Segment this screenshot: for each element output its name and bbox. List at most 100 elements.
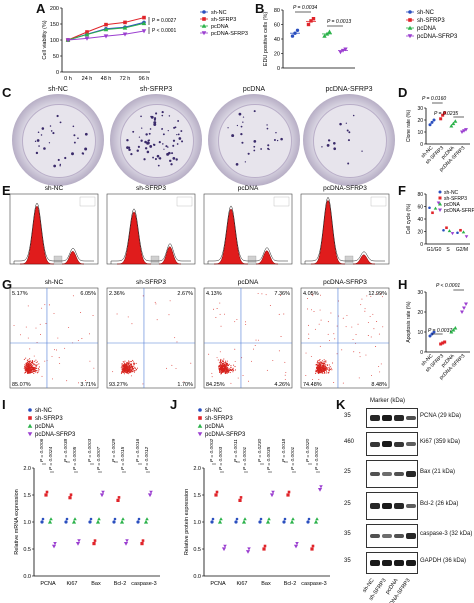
data-point bbox=[93, 539, 97, 542]
data-point bbox=[122, 25, 128, 30]
cell-dot bbox=[36, 364, 38, 366]
x-tick-label: PCNA bbox=[210, 581, 226, 587]
cell-dot bbox=[27, 367, 29, 370]
cell-dot bbox=[121, 369, 123, 371]
cell-dot bbox=[230, 382, 232, 384]
cell-dot bbox=[280, 295, 282, 296]
cell-dot bbox=[72, 295, 74, 297]
cell-dot bbox=[25, 357, 27, 359]
cell-dot bbox=[131, 367, 133, 369]
cell-dot bbox=[351, 326, 353, 328]
blot-band bbox=[394, 533, 404, 539]
legend-label: pcDNA-SFRP3 bbox=[417, 34, 458, 40]
data-point bbox=[319, 485, 323, 489]
g1-peak bbox=[19, 205, 55, 265]
cell-dot bbox=[124, 363, 126, 365]
cell-dot bbox=[222, 363, 224, 365]
cell-dot bbox=[122, 370, 124, 372]
cell-dot bbox=[341, 349, 343, 351]
cell-dot bbox=[382, 296, 384, 298]
cell-dot bbox=[323, 361, 325, 363]
cell-dot bbox=[29, 367, 31, 370]
blot-band bbox=[406, 533, 416, 539]
colony-dot bbox=[339, 122, 342, 126]
cell-dot bbox=[27, 305, 29, 307]
data-point bbox=[464, 235, 469, 239]
cell-dot bbox=[321, 363, 323, 365]
cell-dot bbox=[29, 360, 31, 362]
data-point bbox=[287, 490, 291, 494]
x-tick-label: Bcl-2 bbox=[284, 581, 297, 587]
y-axis-label: Cell cycle (%) bbox=[406, 203, 412, 234]
cell-dot bbox=[121, 366, 123, 368]
cell-dot bbox=[132, 369, 134, 371]
legend-marker bbox=[438, 190, 442, 194]
cell-dot bbox=[25, 367, 27, 369]
data-point bbox=[123, 542, 129, 546]
data-point bbox=[47, 519, 53, 524]
colony-dot bbox=[346, 129, 349, 132]
cell-dot bbox=[355, 334, 357, 336]
colony-dot bbox=[146, 141, 150, 145]
p-value: P = 0.0007 bbox=[96, 447, 102, 470]
blot-band bbox=[370, 503, 380, 509]
blot-band bbox=[370, 415, 380, 421]
data-point bbox=[259, 517, 263, 521]
data-point bbox=[258, 520, 262, 524]
cell-dot bbox=[359, 356, 361, 358]
cell-dot bbox=[316, 368, 318, 370]
cell-dot bbox=[325, 360, 327, 362]
cell-dot bbox=[124, 364, 126, 366]
data-point bbox=[432, 330, 436, 334]
cell-dot bbox=[28, 370, 30, 372]
cell-dot bbox=[126, 368, 128, 370]
cell-dot bbox=[253, 348, 254, 350]
cell-dot bbox=[328, 369, 330, 371]
colony-dot bbox=[144, 147, 148, 150]
colony-dot bbox=[52, 132, 55, 135]
cell-dot bbox=[126, 371, 128, 373]
quadrant-ul: 4.13% bbox=[206, 291, 222, 297]
y-tick-label: 0 bbox=[56, 70, 59, 76]
data-point bbox=[459, 228, 462, 232]
data-point bbox=[442, 228, 445, 232]
flow-frame bbox=[106, 287, 196, 389]
data-point bbox=[441, 113, 445, 117]
panel-label-f: F bbox=[398, 183, 406, 198]
cell-dot bbox=[30, 369, 32, 371]
colony-dot bbox=[171, 152, 174, 155]
g1-peak bbox=[310, 199, 346, 265]
colony-dot bbox=[128, 148, 131, 151]
colony-dot bbox=[162, 143, 164, 145]
dish-title-3: pcDNA bbox=[242, 86, 266, 93]
quadrant-ll: 93.27% bbox=[109, 382, 128, 388]
cell-dot bbox=[129, 363, 131, 365]
cell-dot bbox=[242, 375, 244, 376]
legend-marker bbox=[197, 423, 203, 428]
cell-dot bbox=[59, 363, 61, 365]
colony-dot bbox=[235, 163, 239, 166]
colony-dot bbox=[132, 130, 135, 133]
cell-dot bbox=[224, 371, 227, 373]
colony-dot bbox=[73, 141, 76, 144]
cell-dot bbox=[319, 345, 321, 347]
x-tick-label: caspase-3 bbox=[301, 581, 326, 587]
y-axis-label: Apoptosis rate (%) bbox=[406, 301, 412, 342]
cell-dot bbox=[223, 366, 226, 368]
cell-dot bbox=[223, 369, 225, 371]
data-point bbox=[428, 334, 432, 338]
cell-dot bbox=[133, 365, 135, 367]
p-value: P = 0.0015 bbox=[120, 447, 126, 470]
blot-protein-label: Bax (21 kDa) bbox=[420, 469, 456, 475]
colony-dot bbox=[141, 127, 143, 129]
y-tick-label: 30 bbox=[417, 106, 423, 112]
histogram-legend bbox=[79, 196, 96, 207]
p-value: P = 0.0230 bbox=[257, 439, 263, 462]
cell-dot bbox=[321, 371, 323, 373]
cell-dot bbox=[26, 370, 28, 372]
cell-dot bbox=[225, 366, 227, 368]
data-point bbox=[104, 22, 108, 27]
cell-dot bbox=[27, 363, 29, 365]
cell-dot bbox=[37, 367, 39, 369]
